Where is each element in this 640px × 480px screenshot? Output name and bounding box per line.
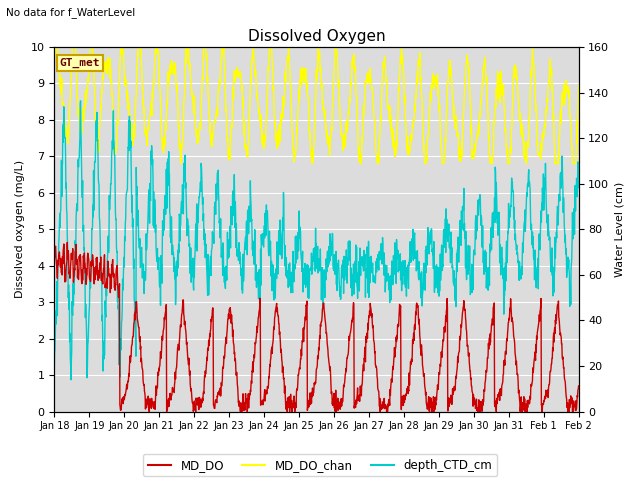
MD_DO_chan <box>293 129 301 135</box>
depth_CTD_cm <box>67 377 75 383</box>
Line: MD_DO: MD_DO <box>54 242 579 412</box>
Line: MD_DO_chan: MD_DO_chan <box>54 47 579 164</box>
MD_DO <box>568 408 576 414</box>
MD_DO <box>440 324 448 330</box>
depth_CTD_cm <box>568 210 576 216</box>
depth_CTD_cm <box>51 368 58 373</box>
MD_DO_chan <box>51 64 58 70</box>
MD_DO_chan <box>440 156 448 162</box>
MD_DO_chan <box>303 80 311 86</box>
MD_DO <box>517 394 525 400</box>
depth_CTD_cm <box>303 262 311 267</box>
MD_DO <box>145 409 153 415</box>
MD_DO <box>293 387 301 393</box>
depth_CTD_cm <box>517 276 525 282</box>
depth_CTD_cm <box>440 238 448 244</box>
MD_DO_chan <box>132 78 140 84</box>
depth_CTD_cm <box>293 240 301 245</box>
MD_DO <box>51 253 58 259</box>
MD_DO <box>303 298 311 304</box>
MD_DO <box>63 240 71 245</box>
MD_DO_chan <box>575 83 582 88</box>
Y-axis label: Water Level (cm): Water Level (cm) <box>615 182 625 277</box>
MD_DO_chan <box>177 161 184 167</box>
Text: No data for f_WaterLevel: No data for f_WaterLevel <box>6 7 136 18</box>
depth_CTD_cm <box>133 184 141 190</box>
depth_CTD_cm <box>77 98 84 104</box>
Legend: MD_DO, MD_DO_chan, depth_CTD_cm: MD_DO, MD_DO_chan, depth_CTD_cm <box>143 454 497 477</box>
MD_DO_chan <box>568 160 576 166</box>
MD_DO <box>575 383 582 389</box>
Y-axis label: Dissolved oxygen (mg/L): Dissolved oxygen (mg/L) <box>15 160 25 299</box>
MD_DO_chan <box>52 44 60 50</box>
Title: Dissolved Oxygen: Dissolved Oxygen <box>248 29 385 44</box>
Line: depth_CTD_cm: depth_CTD_cm <box>54 101 579 380</box>
Text: GT_met: GT_met <box>60 58 100 68</box>
MD_DO_chan <box>517 131 525 137</box>
MD_DO <box>132 299 140 305</box>
depth_CTD_cm <box>575 185 582 191</box>
